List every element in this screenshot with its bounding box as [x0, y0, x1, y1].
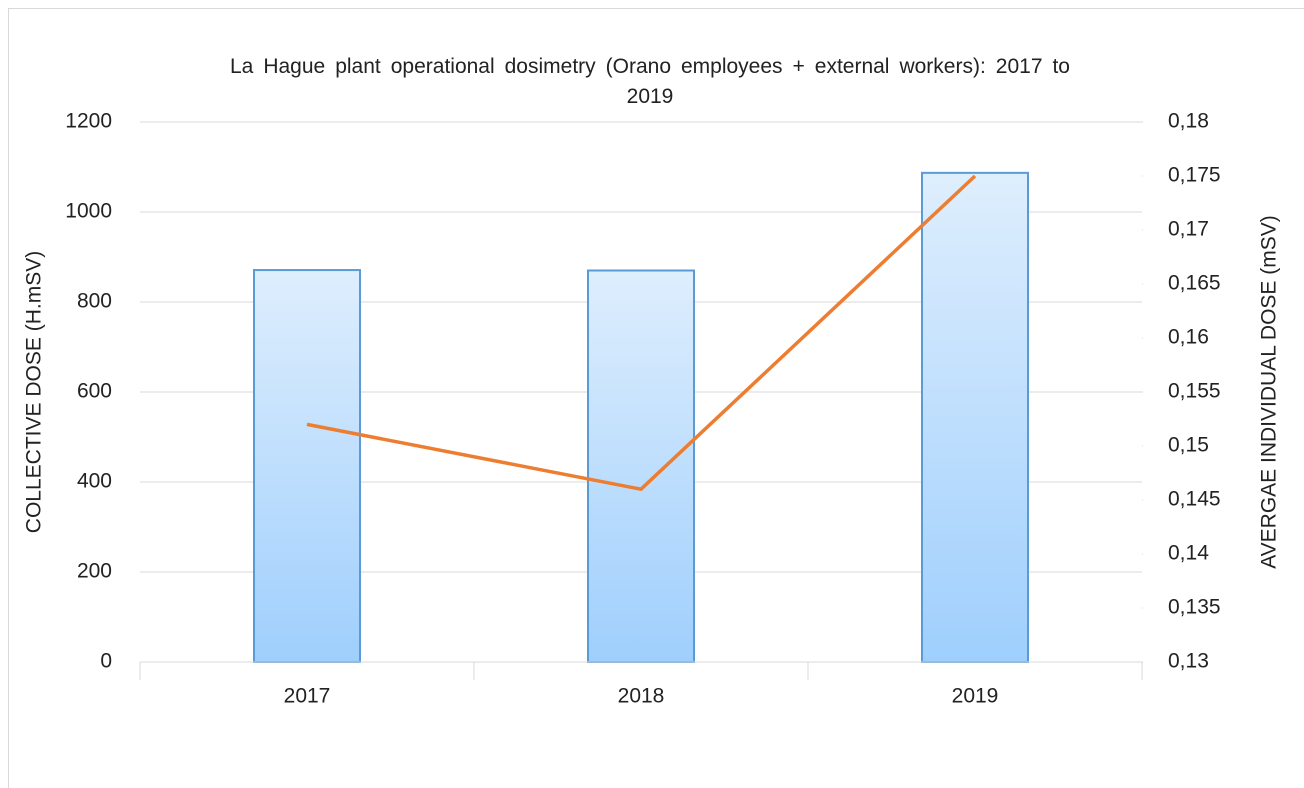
bar — [253, 269, 361, 663]
y2-tick-label: 0,15 — [1168, 434, 1209, 457]
x-tick-label: 2017 — [284, 685, 331, 708]
chart-title: La Hague plant operational dosimetry (Or… — [230, 55, 1070, 108]
y2-tick-label: 0,165 — [1168, 272, 1221, 295]
y2-tick-label: 0,175 — [1168, 164, 1221, 187]
bar — [587, 269, 695, 663]
y2-tick-label: 0,17 — [1168, 218, 1209, 241]
y2-tick-label: 0,16 — [1168, 326, 1209, 349]
y2-tick-label: 0,14 — [1168, 542, 1209, 565]
chart-border — [8, 8, 1304, 788]
y2-tick-label: 0,145 — [1168, 488, 1221, 511]
line — [306, 174, 977, 491]
x-tick-label: 2018 — [618, 685, 665, 708]
y2-axis-label: AVERGAE INDIVIDUAL DOSE (mSV) — [1258, 215, 1281, 569]
y-tick-label: 600 — [77, 380, 112, 403]
y-tick-label: 1000 — [65, 200, 112, 223]
y-tick-label: 800 — [77, 290, 112, 313]
y-tick-label: 400 — [77, 470, 112, 493]
y-axis-label: COLLECTIVE DOSE (H.mSV) — [23, 251, 46, 533]
bar — [921, 171, 1029, 663]
y2-tick-label: 0,155 — [1168, 380, 1221, 403]
y-tick-label: 1200 — [65, 110, 112, 133]
y-tick-label: 200 — [77, 560, 112, 583]
x-tick-label: 2019 — [952, 685, 999, 708]
y2-tick-label: 0,13 — [1168, 650, 1209, 673]
y2-tick-label: 0,18 — [1168, 110, 1209, 133]
y2-tick-label: 0,135 — [1168, 596, 1221, 619]
y-tick-label: 0 — [100, 650, 112, 673]
